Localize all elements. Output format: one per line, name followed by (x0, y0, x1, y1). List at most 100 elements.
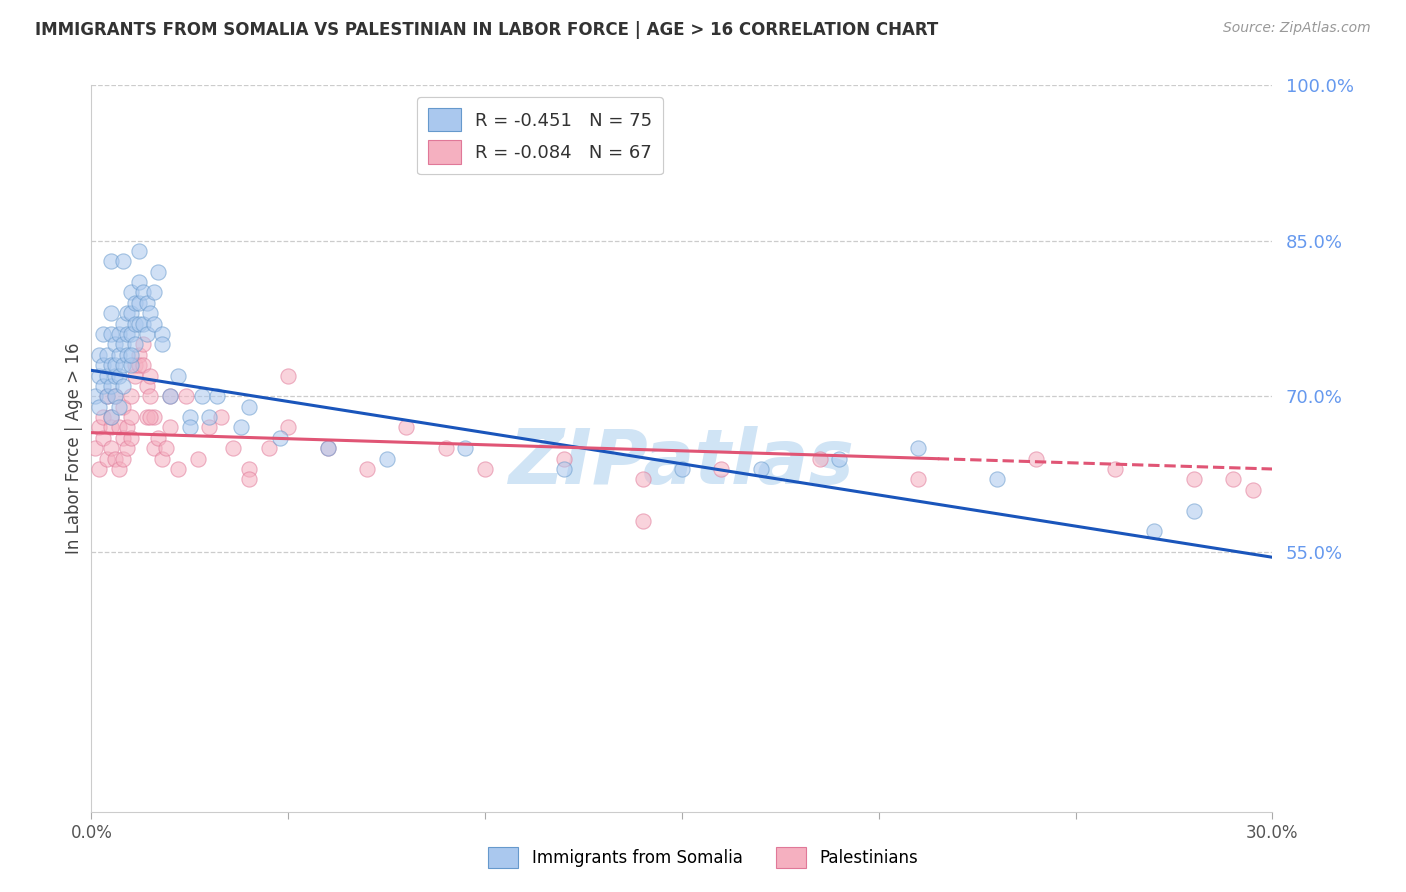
Point (108, 420, 131, 434)
Point (631, 514, 654, 528)
Point (454, 441, 477, 455)
Point (124, 317, 146, 331)
Point (131, 337, 153, 351)
Point (120, 410, 142, 425)
Point (808, 451, 831, 466)
Point (139, 306, 162, 320)
Point (91, 358, 114, 372)
Point (108, 348, 131, 362)
Point (207, 389, 229, 403)
Point (100, 410, 122, 425)
Point (135, 295, 157, 310)
Point (159, 420, 181, 434)
Point (104, 389, 127, 403)
Point (120, 326, 142, 341)
Point (115, 348, 138, 362)
Point (128, 295, 150, 310)
Point (143, 410, 166, 425)
Point (96, 368, 118, 383)
Point (128, 275, 150, 289)
Point (100, 306, 122, 320)
Point (115, 441, 138, 455)
Point (111, 400, 134, 414)
Point (907, 441, 929, 455)
Point (828, 451, 851, 466)
Point (111, 451, 134, 466)
Point (131, 358, 153, 372)
Point (104, 368, 127, 383)
Point (96, 389, 118, 403)
Point (1241, 483, 1264, 497)
Point (89, 368, 111, 383)
Point (907, 472, 929, 486)
Point (124, 368, 146, 383)
Point (277, 368, 299, 383)
Point (187, 451, 209, 466)
Point (120, 348, 142, 362)
Point (84, 389, 107, 403)
Point (89, 462, 111, 476)
Point (100, 441, 122, 455)
Point (108, 326, 131, 341)
Point (100, 254, 122, 268)
Point (139, 389, 162, 403)
Point (115, 326, 138, 341)
Point (238, 462, 260, 476)
Point (91, 326, 114, 341)
Point (131, 285, 153, 300)
Point (257, 441, 280, 455)
Point (277, 420, 299, 434)
Point (120, 358, 142, 372)
Point (104, 337, 127, 351)
Point (96, 389, 118, 403)
Point (179, 410, 201, 425)
Point (229, 420, 252, 434)
Point (356, 462, 378, 476)
Point (128, 317, 150, 331)
Point (139, 410, 162, 425)
Point (395, 420, 418, 434)
Point (108, 368, 131, 383)
Point (167, 462, 190, 476)
Point (120, 389, 142, 403)
Point (190, 389, 212, 403)
Point (474, 462, 496, 476)
Text: IMMIGRANTS FROM SOMALIA VS PALESTINIAN IN LABOR FORCE | AGE > 16 CORRELATION CHA: IMMIGRANTS FROM SOMALIA VS PALESTINIAN I… (35, 21, 938, 38)
Point (1182, 472, 1205, 486)
Point (375, 451, 398, 466)
Point (316, 441, 339, 455)
Point (1222, 472, 1244, 486)
Point (174, 389, 197, 403)
Point (124, 337, 146, 351)
Point (89, 348, 111, 362)
Point (238, 400, 260, 414)
Point (148, 265, 170, 279)
Point (434, 441, 457, 455)
Point (150, 337, 173, 351)
Point (128, 358, 150, 372)
Point (986, 472, 1008, 486)
Point (148, 431, 170, 445)
Point (631, 472, 654, 486)
Point (108, 400, 131, 414)
Point (1182, 503, 1205, 517)
Point (91, 431, 114, 445)
Point (143, 317, 166, 331)
Point (111, 379, 134, 393)
Point (135, 326, 157, 341)
Point (104, 389, 127, 403)
Point (128, 244, 150, 258)
Point (316, 441, 339, 455)
Point (198, 420, 221, 434)
Point (115, 306, 138, 320)
Point (108, 462, 131, 476)
Point (553, 451, 575, 466)
Point (100, 410, 122, 425)
Point (135, 410, 157, 425)
Point (100, 379, 122, 393)
Point (84, 441, 107, 455)
Text: Source: ZipAtlas.com: Source: ZipAtlas.com (1223, 21, 1371, 35)
Point (143, 441, 166, 455)
Point (209, 410, 232, 425)
Point (111, 254, 134, 268)
